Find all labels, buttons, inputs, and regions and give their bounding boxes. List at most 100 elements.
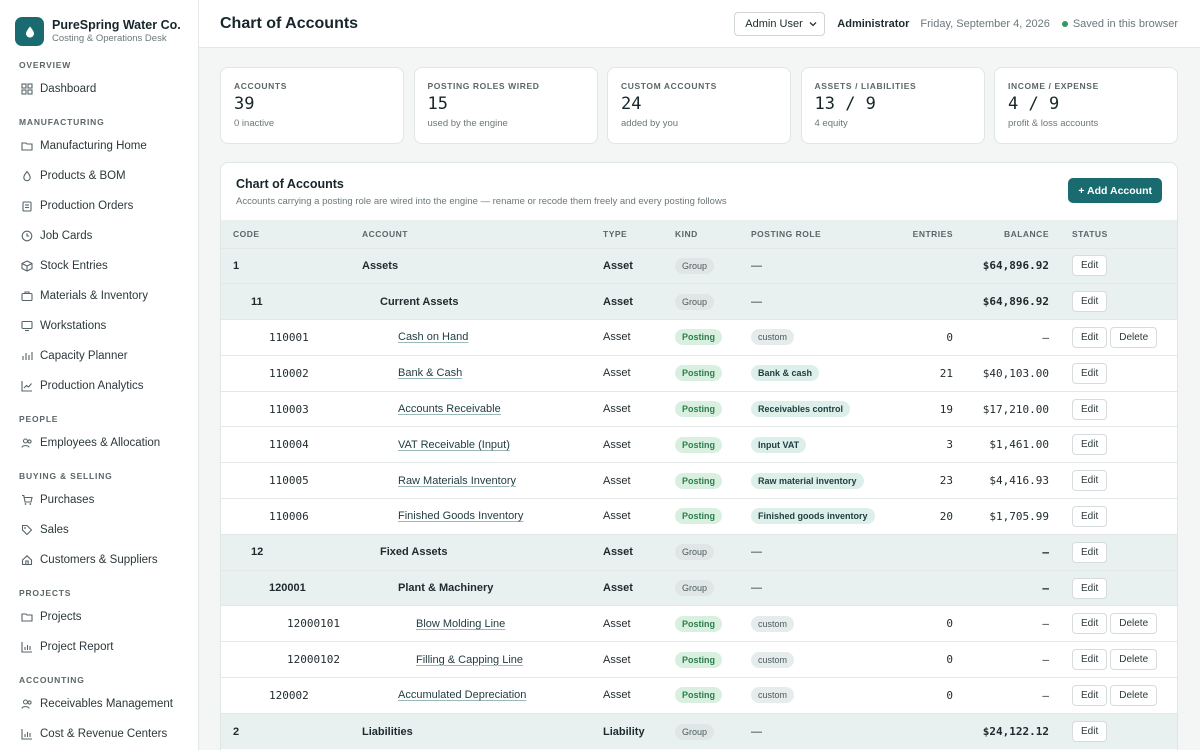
sidebar-item-employees-and-allocation[interactable]: Employees & Allocation [0, 428, 198, 458]
table-row[interactable]: 110002 Bank & Cash Asset Posting Bank & cash… [221, 355, 1177, 391]
code-cell: 12000102 [221, 642, 362, 678]
column-header-status[interactable]: STATUS [1072, 228, 1108, 239]
user-role: Administrator [837, 17, 910, 30]
table-row[interactable]: 2 Liabilities Liability Group — $24,122.12 Edi… [221, 713, 1177, 750]
type-cell: Asset [603, 534, 675, 570]
kpi-subtext: profit & loss accounts [1008, 118, 1099, 129]
account-name-link[interactable]: Cash on Hand [398, 331, 469, 344]
account-code: 110002 [269, 366, 309, 380]
entries-cell: 0 [885, 320, 953, 356]
account-name-link[interactable]: Blow Molding Line [416, 617, 506, 630]
sidebar-item-label: Production Orders [40, 200, 134, 212]
sidebar-item-production-analytics[interactable]: Production Analytics [0, 371, 198, 401]
table-row[interactable]: 12000102 Filling & Capping Line Asset Posti… [221, 641, 1177, 678]
chevron-down-icon [809, 21, 817, 26]
column-header-type[interactable]: TYPE [603, 228, 628, 239]
sidebar-item-sales[interactable]: Sales [0, 515, 198, 545]
edit-button[interactable]: Edit [1072, 613, 1108, 635]
sidebar-item-products-and-bom[interactable]: Products & BOM [0, 161, 198, 191]
posting-role-empty: — [751, 546, 762, 559]
sidebar-item-purchases[interactable]: Purchases [0, 485, 198, 515]
balance-value: $64,896.92 [982, 295, 1049, 309]
edit-button[interactable]: Edit [1072, 684, 1108, 706]
type-cell: Asset [603, 355, 675, 391]
sidebar-item-project-report[interactable]: Project Report [0, 632, 198, 662]
account-name-link[interactable]: Accounts Receivable [398, 403, 501, 416]
table-row[interactable]: 110006 Finished Goods Inventory Asset Posti… [221, 498, 1177, 535]
sidebar-item-production-orders[interactable]: Production Orders [0, 191, 198, 221]
sidebar-item-capacity-planner[interactable]: Capacity Planner [0, 341, 198, 371]
balance-cell: — [953, 678, 1049, 714]
table-row[interactable]: 110005 Raw Materials Inventory Asset Postin… [221, 462, 1177, 499]
sidebar-item-customers-and-suppliers[interactable]: Customers & Suppliers [0, 545, 198, 575]
column-header-code[interactable]: CODE [233, 228, 260, 239]
kpi-card-income-expense: INCOME / EXPENSE 4 / 9 profit & loss acc… [994, 67, 1178, 144]
type-cell: Asset [603, 642, 675, 678]
edit-button[interactable]: Edit [1072, 255, 1108, 277]
sidebar-item-dashboard[interactable]: Dashboard [0, 74, 198, 104]
table-row[interactable]: 11 Current Assets Asset Group — $64,896.92 Edi… [221, 283, 1177, 320]
kpi-card-accounts: ACCOUNTS 39 0 inactive [220, 67, 404, 144]
account-name-link[interactable]: Raw Materials Inventory [398, 474, 516, 487]
kind-badge: Posting [675, 401, 722, 418]
edit-button[interactable]: Edit [1072, 326, 1108, 348]
delete-button[interactable]: Delete [1110, 649, 1158, 671]
table-row[interactable]: 110004 VAT Receivable (Input) Asset Posting… [221, 426, 1177, 463]
account-code: 1 [233, 259, 240, 272]
account-code: 110004 [269, 438, 309, 452]
column-header-posting-role[interactable]: POSTING ROLE [751, 228, 822, 239]
account-type: Asset [603, 582, 633, 595]
sidebar-item-workstations[interactable]: Workstations [0, 311, 198, 341]
edit-button[interactable]: Edit [1072, 398, 1108, 420]
sidebar-item-label: Stock Entries [40, 260, 108, 272]
account-code: 2 [233, 725, 240, 738]
edit-button[interactable]: Edit [1072, 577, 1108, 599]
table-row[interactable]: 110003 Accounts Receivable Asset Posting Rec… [221, 391, 1177, 427]
brand[interactable]: PureSpring Water Co. Costing & Operation… [0, 0, 198, 48]
table-row[interactable]: 110001 Cash on Hand Asset Posting custom 0— Ed… [221, 319, 1177, 356]
entries-cell [885, 713, 953, 749]
column-header-entries[interactable]: ENTRIES [912, 228, 953, 239]
kind-cell: Posting [675, 463, 751, 499]
sidebar-item-job-cards[interactable]: Job Cards [0, 221, 198, 251]
edit-button[interactable]: Edit [1072, 291, 1108, 313]
delete-button[interactable]: Delete [1110, 613, 1158, 635]
sidebar-item-receivables-management[interactable]: Receivables Management [0, 689, 198, 719]
edit-button[interactable]: Edit [1072, 470, 1108, 492]
account-name-link[interactable]: Bank & Cash [398, 367, 463, 380]
edit-button[interactable]: Edit [1072, 541, 1108, 563]
account-type: Asset [603, 295, 633, 308]
column-header-kind[interactable]: KIND [675, 228, 698, 239]
sidebar-item-cost-and-revenue-centers[interactable]: Cost & Revenue Centers [0, 719, 198, 749]
table-row[interactable]: 120001 Plant & Machinery Asset Group — — Edit [221, 570, 1177, 606]
account-name-link[interactable]: VAT Receivable (Input) [398, 438, 510, 451]
account-name-link[interactable]: Filling & Capping Line [416, 653, 524, 666]
sidebar-item-materials-and-inventory[interactable]: Materials & Inventory [0, 281, 198, 311]
delete-button[interactable]: Delete [1110, 684, 1158, 706]
account-name-link[interactable]: Finished Goods Inventory [398, 510, 524, 523]
table-row[interactable]: 1 Assets Asset Group — $64,896.92 Edit [221, 248, 1177, 284]
people-icon [20, 698, 33, 711]
sidebar-item-stock-entries[interactable]: Stock Entries [0, 251, 198, 281]
monitor-icon [20, 320, 33, 333]
table-row[interactable]: 12000101 Blow Molding Line Asset Posting cus… [221, 605, 1177, 642]
column-header-account[interactable]: ACCOUNT [362, 228, 408, 239]
sidebar-item-projects[interactable]: Projects [0, 602, 198, 632]
add-account-button[interactable]: + Add Account [1068, 178, 1162, 203]
table-row[interactable]: 12 Fixed Assets Asset Group — — Edit [221, 534, 1177, 571]
delete-button[interactable]: Delete [1110, 326, 1158, 348]
edit-button[interactable]: Edit [1072, 362, 1108, 384]
user-select[interactable]: Admin User [734, 11, 826, 36]
edit-button[interactable]: Edit [1072, 649, 1108, 671]
edit-button[interactable]: Edit [1072, 505, 1108, 527]
edit-button[interactable]: Edit [1072, 721, 1108, 742]
account-name-link[interactable]: Accumulated Depreciation [398, 689, 527, 702]
balance-cell: — [953, 570, 1049, 606]
table-row[interactable]: 120002 Accumulated Depreciation Asset Posti… [221, 677, 1177, 714]
column-header-balance[interactable]: BALANCE [1003, 228, 1049, 239]
edit-button[interactable]: Edit [1072, 434, 1108, 456]
sidebar-item-manufacturing-home[interactable]: Manufacturing Home [0, 131, 198, 161]
entries-count: 19 [939, 402, 953, 416]
status-cell: Edit Delete [1049, 642, 1177, 678]
entries-cell [885, 284, 953, 320]
